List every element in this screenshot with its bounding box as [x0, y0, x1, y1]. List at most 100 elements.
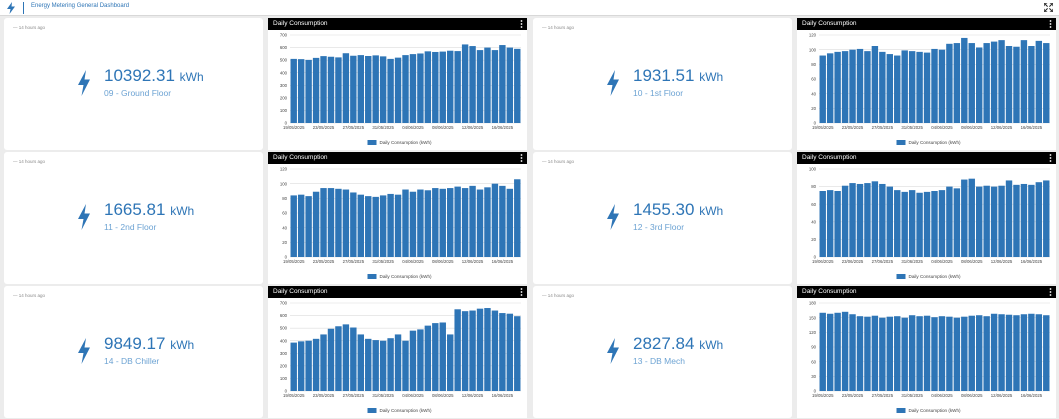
chart-bar[interactable]	[372, 196, 379, 257]
more-vertical-icon[interactable]	[520, 154, 523, 162]
chart-bar[interactable]	[901, 50, 908, 123]
chart-bar[interactable]	[297, 341, 305, 391]
chart-bar[interactable]	[894, 190, 901, 257]
chart-bar[interactable]	[327, 188, 335, 257]
chart-bar[interactable]	[1035, 182, 1043, 257]
chart-bar[interactable]	[1028, 46, 1035, 123]
chart-bar[interactable]	[514, 316, 521, 391]
chart-bar[interactable]	[871, 181, 879, 257]
chart-bar[interactable]	[931, 191, 938, 257]
more-vertical-icon[interactable]	[1049, 288, 1052, 296]
chart-bar[interactable]	[312, 191, 320, 257]
chart-bar[interactable]	[394, 194, 402, 257]
chart-bar[interactable]	[841, 51, 849, 123]
chart-bar[interactable]	[1043, 315, 1050, 391]
chart-bar[interactable]	[886, 186, 893, 257]
chart-bar[interactable]	[394, 334, 402, 391]
chart-bar[interactable]	[916, 316, 923, 391]
chart-bar[interactable]	[879, 51, 886, 123]
chart-bar[interactable]	[879, 183, 886, 257]
chart-bar[interactable]	[454, 309, 461, 391]
chart-bar[interactable]	[476, 50, 484, 124]
chart-bar[interactable]	[1035, 314, 1043, 391]
chart-bar[interactable]	[409, 330, 417, 391]
chart-bar[interactable]	[424, 51, 432, 124]
chart-bar[interactable]	[305, 59, 312, 123]
chart-bar[interactable]	[484, 187, 491, 257]
more-vertical-icon[interactable]	[1049, 20, 1052, 28]
legend-label[interactable]: Daily Consumption (kWh)	[909, 274, 962, 279]
chart-bar[interactable]	[476, 308, 484, 391]
chart-bar[interactable]	[841, 185, 849, 257]
legend-label[interactable]: Daily Consumption (kWh)	[380, 140, 433, 145]
chart-bar[interactable]	[469, 46, 476, 123]
chart-bar[interactable]	[938, 316, 946, 391]
chart-bar[interactable]	[864, 183, 871, 257]
chart-bar[interactable]	[916, 51, 923, 123]
chart-bar[interactable]	[856, 316, 864, 391]
chart-bar[interactable]	[864, 316, 871, 391]
chart-bar[interactable]	[514, 179, 521, 257]
chart-bar[interactable]	[923, 315, 931, 391]
chart-bar[interactable]	[387, 338, 394, 391]
chart-bar[interactable]	[447, 50, 454, 123]
chart-bar[interactable]	[335, 57, 342, 123]
more-vertical-icon[interactable]	[520, 288, 523, 296]
chart-bar[interactable]	[990, 41, 998, 123]
chart-bar[interactable]	[1028, 184, 1035, 257]
chart-bar[interactable]	[998, 314, 1005, 391]
chart-bar[interactable]	[961, 316, 968, 391]
chart-bar[interactable]	[424, 325, 432, 391]
chart-bar[interactable]	[357, 334, 364, 391]
chart-bar[interactable]	[938, 190, 946, 257]
chart-bar[interactable]	[320, 334, 327, 391]
chart-bar[interactable]	[320, 188, 327, 257]
chart-bar[interactable]	[357, 55, 364, 123]
chart-bar[interactable]	[953, 317, 961, 391]
chart-bar[interactable]	[990, 186, 998, 257]
chart-bar[interactable]	[387, 58, 394, 123]
chart-bar[interactable]	[350, 327, 357, 391]
chart-bar[interactable]	[290, 58, 297, 123]
chart-bar[interactable]	[894, 316, 901, 391]
chart-bar[interactable]	[849, 314, 856, 391]
chart-bar[interactable]	[856, 48, 864, 123]
chart-bar[interactable]	[402, 340, 409, 391]
chart-bar[interactable]	[1013, 46, 1020, 124]
chart-bar[interactable]	[409, 54, 417, 123]
chart-bar[interactable]	[499, 45, 506, 124]
more-vertical-icon[interactable]	[520, 20, 523, 28]
chart-bar[interactable]	[409, 191, 417, 257]
chart-bar[interactable]	[1020, 183, 1028, 257]
chart-bar[interactable]	[447, 188, 454, 257]
chart-bar[interactable]	[976, 47, 983, 123]
chart-bar[interactable]	[923, 191, 931, 257]
chart-bar[interactable]	[856, 183, 864, 257]
chart-bar[interactable]	[342, 53, 350, 124]
chart-bar[interactable]	[447, 334, 454, 391]
chart-bar[interactable]	[365, 55, 372, 123]
chart-bar[interactable]	[983, 43, 990, 123]
chart-bar[interactable]	[834, 191, 841, 257]
chart-bar[interactable]	[1020, 40, 1028, 123]
chart-bar[interactable]	[1043, 43, 1050, 123]
chart-bar[interactable]	[350, 55, 357, 123]
chart-bar[interactable]	[908, 315, 916, 391]
chart-bar[interactable]	[871, 46, 879, 123]
chart-bar[interactable]	[432, 323, 439, 391]
chart-bar[interactable]	[350, 192, 357, 257]
chart-bar[interactable]	[402, 189, 409, 257]
chart-bar[interactable]	[908, 190, 916, 257]
chart-bar[interactable]	[998, 185, 1005, 257]
chart-bar[interactable]	[961, 37, 968, 123]
more-vertical-icon[interactable]	[1049, 154, 1052, 162]
chart-bar[interactable]	[506, 188, 514, 257]
chart-bar[interactable]	[826, 313, 834, 391]
chart-bar[interactable]	[402, 55, 409, 123]
chart-bar[interactable]	[901, 317, 908, 391]
chart-bar[interactable]	[998, 40, 1005, 123]
chart-bar[interactable]	[305, 340, 312, 391]
chart-bar[interactable]	[849, 183, 856, 257]
chart-bar[interactable]	[1005, 180, 1013, 257]
chart-bar[interactable]	[432, 188, 439, 257]
